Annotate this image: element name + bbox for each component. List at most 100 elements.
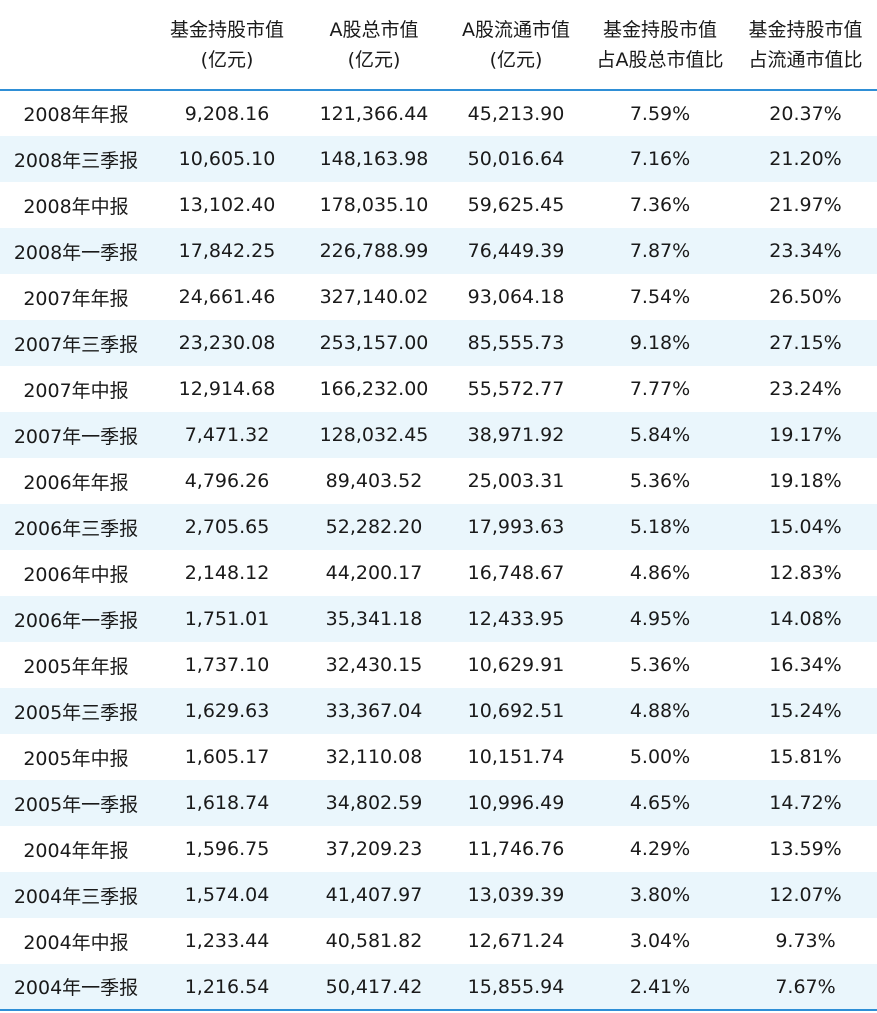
table-cell: 13,102.40 — [178, 194, 276, 216]
table-cell: 7.67% — [775, 975, 836, 998]
table-cell: 14.72% — [769, 792, 842, 814]
table-row: 2008年年报 9,208.16 121,366.44 45,213.90 7.59% 2… — [0, 90, 877, 136]
table-cell: 14.08% — [769, 608, 842, 630]
table-cell: 4.95% — [629, 608, 691, 630]
table-cell: 1,618.74 — [184, 792, 270, 814]
table-cell: 52,282.20 — [325, 516, 423, 538]
table-cell: 32,110.08 — [325, 746, 423, 768]
table-cell: 1,737.10 — [184, 654, 270, 676]
table-row: 2005年中报 1,605.17 32,110.08 10,151.74 5.00% 15… — [0, 734, 877, 780]
table-row: 2004年三季报 1,574.04 41,407.97 13,039.39 3.80% 1… — [0, 872, 877, 918]
table-cell: 20.37% — [769, 102, 842, 125]
row-label: 2005年三季报 — [13, 701, 139, 724]
table-cell: 19.17% — [769, 424, 842, 446]
table-body: 2008年年报 9,208.16 121,366.44 45,213.90 7.59% 2… — [0, 90, 877, 1010]
row-label: 2004年中报 — [23, 931, 129, 954]
row-label: 2007年中报 — [23, 379, 129, 402]
table-cell: 2,705.65 — [184, 516, 270, 538]
table-cell: 3.80% — [629, 884, 691, 906]
row-label: 2008年年报 — [23, 104, 129, 126]
table-cell: 21.97% — [769, 194, 842, 216]
table-cell: 23.34% — [769, 240, 842, 262]
table-row: 2005年年报 1,737.10 32,430.15 10,629.91 5.36% 16… — [0, 642, 877, 688]
header-cell — [0, 0, 152, 91]
table-cell: 7.87% — [629, 240, 691, 262]
header-text: (亿元) — [489, 48, 543, 71]
table-row: 2004年年报 1,596.75 37,209.23 11,746.76 4.29% 13… — [0, 826, 877, 872]
header-text: 基金持股市值 — [602, 18, 717, 41]
table-cell: 1,605.17 — [184, 746, 270, 768]
header-cell: 基金持股市值 占A股总市值比 — [586, 0, 734, 91]
table-row: 2006年一季报 1,751.01 35,341.18 12,433.95 4.95% 1… — [0, 596, 877, 642]
table-cell: 10,151.74 — [467, 746, 565, 768]
table-cell: 3.04% — [629, 930, 691, 952]
table-cell: 55,572.77 — [467, 378, 565, 400]
table-cell: 27.15% — [769, 332, 842, 354]
table-row: 2007年三季报 23,230.08 253,157.00 85,555.73 9.18… — [0, 320, 877, 366]
table-cell: 24,661.46 — [178, 286, 276, 308]
table-row: 2005年一季报 1,618.74 34,802.59 10,996.49 4.65% 1… — [0, 780, 877, 826]
table-cell: 89,403.52 — [325, 470, 423, 492]
header-text: 占流通市值比 — [748, 48, 863, 71]
table-cell: 9.18% — [629, 332, 691, 354]
table-cell: 15.24% — [769, 700, 842, 722]
table-cell: 5.18% — [629, 516, 691, 538]
table-cell: 45,213.90 — [467, 102, 565, 125]
header-cell: A股流通市值 (亿元) — [446, 0, 586, 91]
table-cell: 121,366.44 — [319, 102, 429, 125]
table-cell: 12.07% — [769, 884, 842, 906]
table-row: 2007年一季报 7,471.32 128,032.45 38,971.92 5.84%… — [0, 412, 877, 458]
row-label: 2008年中报 — [23, 195, 129, 218]
table-cell: 148,163.98 — [319, 148, 429, 170]
table-row: 2006年三季报 2,705.65 52,282.20 17,993.63 5.18% 1… — [0, 504, 877, 550]
table-cell: 34,802.59 — [325, 792, 423, 814]
table-cell: 16,748.67 — [467, 562, 565, 584]
table-cell: 15.04% — [769, 516, 842, 538]
table-cell: 5.00% — [629, 746, 691, 768]
table-cell: 76,449.39 — [467, 240, 565, 262]
table-cell: 1,574.04 — [184, 884, 270, 906]
table-cell: 15.81% — [769, 746, 842, 768]
table-cell: 85,555.73 — [467, 332, 565, 354]
row-label: 2008年一季报 — [13, 241, 139, 264]
table-cell: 10,692.51 — [467, 700, 565, 722]
table-cell: 166,232.00 — [319, 378, 429, 400]
table-row: 2004年一季报 1,216.54 50,417.42 15,855.94 2.41% 7… — [0, 964, 877, 1010]
table-cell: 178,035.10 — [319, 194, 429, 216]
table-cell: 7.16% — [629, 148, 691, 170]
header-cell: 基金持股市值 占流通市值比 — [734, 0, 877, 91]
table-cell: 13,039.39 — [467, 884, 565, 906]
table-cell: 1,216.54 — [184, 975, 270, 998]
row-label: 2006年中报 — [23, 563, 129, 586]
table-cell: 26.50% — [769, 286, 842, 308]
table-cell: 11,746.76 — [467, 838, 565, 860]
header-text: 占A股总市值比 — [596, 48, 724, 71]
table-cell: 253,157.00 — [319, 332, 429, 354]
row-label: 2005年年报 — [23, 655, 129, 678]
table-cell: 1,629.63 — [184, 700, 270, 722]
table-cell: 9.73% — [775, 930, 836, 952]
table-cell: 10,605.10 — [178, 148, 276, 170]
row-label: 2007年年报 — [23, 287, 129, 310]
table-cell: 1,233.44 — [184, 930, 270, 952]
header-row: 基金持股市值 (亿元) A股总市值 (亿元) A股流通市值 (亿元) 基金持股市值 占A股总市… — [0, 0, 877, 91]
row-label: 2007年三季报 — [13, 333, 139, 356]
row-label: 2006年年报 — [23, 471, 129, 494]
row-label: 2004年年报 — [23, 839, 129, 862]
table-cell: 38,971.92 — [467, 424, 565, 446]
table-cell: 15,855.94 — [467, 975, 565, 998]
table-cell: 59,625.45 — [467, 194, 565, 216]
table-cell: 10,629.91 — [467, 654, 565, 676]
table-cell: 93,064.18 — [467, 286, 565, 308]
table-cell: 12.83% — [769, 562, 842, 584]
table-cell: 17,842.25 — [178, 240, 276, 262]
table-cell: 50,016.64 — [467, 148, 565, 170]
table-cell: 23,230.08 — [178, 332, 276, 354]
header-text: 基金持股市值 — [169, 18, 284, 41]
row-label: 2006年三季报 — [13, 517, 139, 540]
table-cell: 25,003.31 — [467, 470, 565, 492]
table-cell: 4.29% — [629, 838, 691, 860]
table-row: 2004年中报 1,233.44 40,581.82 12,671.24 3.04% 9.… — [0, 918, 877, 964]
table-cell: 5.36% — [629, 470, 691, 492]
